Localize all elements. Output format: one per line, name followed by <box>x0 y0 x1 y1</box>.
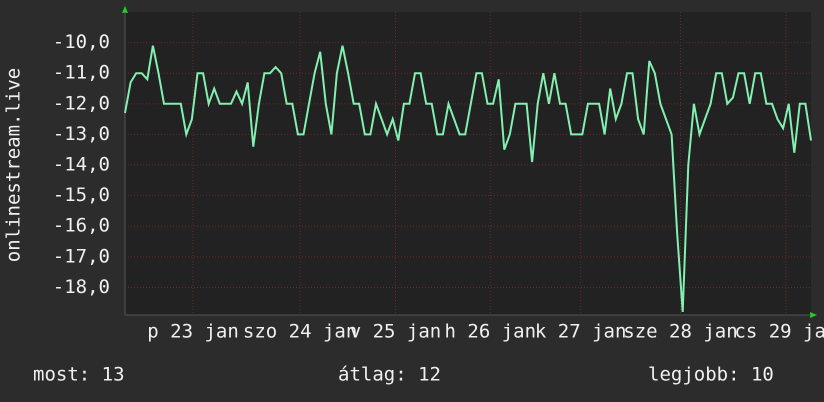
x-tick-label: cs 29 jan <box>734 321 824 343</box>
y-tick-label: -17,0 <box>53 245 110 267</box>
axis-arrow <box>122 6 128 13</box>
x-tick-label: h 26 jan <box>445 321 537 343</box>
y-tick-label: -13,0 <box>53 123 110 145</box>
y-tick-label: -18,0 <box>53 276 110 298</box>
y-tick-label: -12,0 <box>53 92 110 114</box>
stat-best: legjobb: 10 <box>648 364 774 386</box>
x-tick-label: szo 24 jan <box>243 321 357 343</box>
x-tick-label: p 23 jan <box>147 321 239 343</box>
y-tick-label: -16,0 <box>53 215 110 237</box>
y-tick-label: -15,0 <box>53 184 110 206</box>
x-tick-label: v 25 jan <box>350 321 442 343</box>
y-tick-label: -10,0 <box>53 31 110 53</box>
data-line <box>124 45 812 312</box>
y-tick-label: -14,0 <box>53 154 110 176</box>
axis-arrow <box>810 312 817 318</box>
stat-average: átlag: 12 <box>338 364 441 386</box>
x-tick-label: k 27 jan <box>535 321 627 343</box>
stat-current: most: 13 <box>33 364 125 386</box>
x-tick-label: sze 28 jan <box>623 321 737 343</box>
plot-area <box>125 12 811 315</box>
y-axis-label: onlinestream.live <box>3 68 25 262</box>
y-tick-label: -11,0 <box>53 62 110 84</box>
